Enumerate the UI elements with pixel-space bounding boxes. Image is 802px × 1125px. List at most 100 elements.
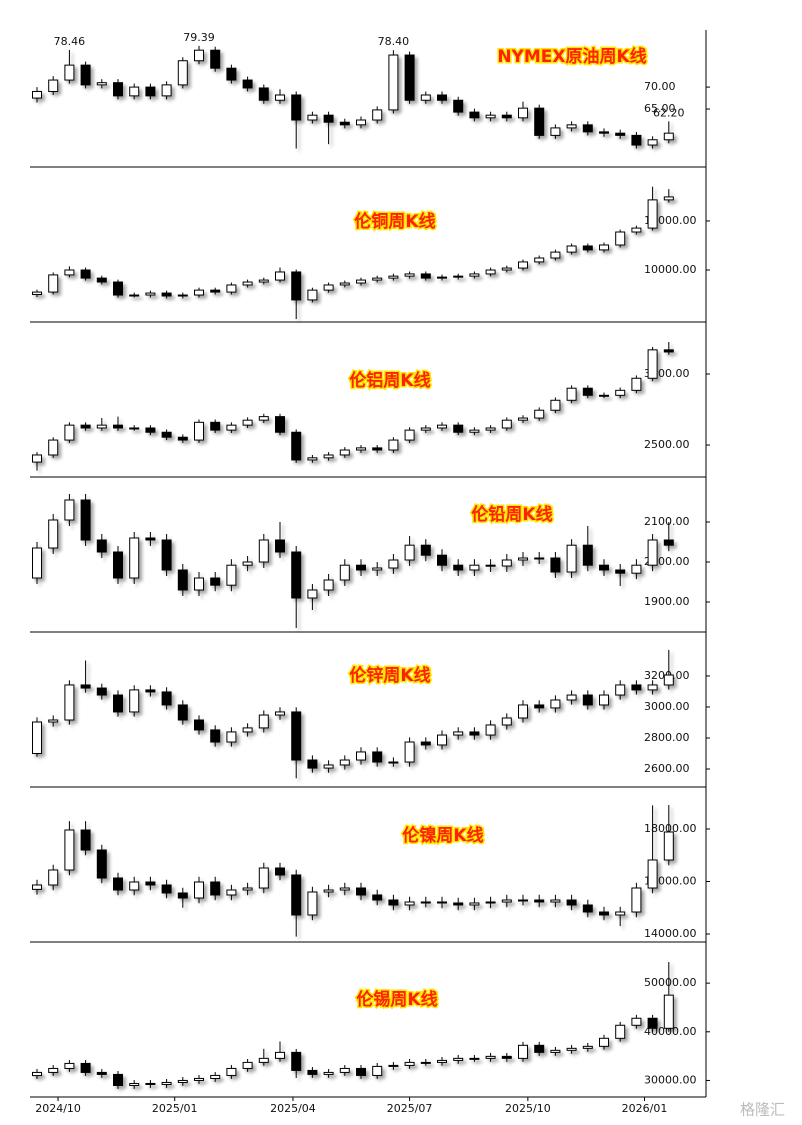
y-tick-label: 2600.00 [644,762,690,775]
candle-body [388,761,399,764]
candle-body [96,539,107,553]
candle-body [437,901,447,904]
candle-body [372,894,383,901]
y-tick-label: 3000.00 [644,700,690,713]
candle-body [372,751,383,763]
candle-body [177,892,188,899]
candle-body [258,279,269,283]
candle-body [356,887,366,896]
candle-body [566,899,577,906]
candle-body [615,231,626,246]
candle-body [32,291,42,296]
candle-body [275,1051,285,1059]
candle-body [258,714,269,729]
candle-body [210,289,221,293]
candle-body [404,741,415,763]
candle-body [518,107,528,119]
candle-body [145,689,156,693]
y-tick-label: 2500.00 [644,438,690,451]
candle-body [177,1079,188,1083]
candle-body [356,751,366,761]
candle-body [80,64,91,86]
candle-body [372,109,383,121]
candle-body [177,294,188,297]
candle-body [64,684,75,721]
candle-body [453,1057,464,1061]
candle-body [404,54,415,101]
candle-body [582,387,593,396]
candle-body [307,1069,318,1075]
candle-body [145,86,156,97]
candle-body [647,859,658,889]
candle-body [485,114,496,119]
candle-body [631,227,642,233]
candle-body [437,94,447,101]
candle-body [242,1061,253,1069]
candle-body [582,694,593,706]
candle-body [161,1081,172,1085]
candle-body [80,1062,91,1073]
candle-body [258,416,269,421]
candle-body [275,711,285,716]
candle-body [48,439,59,456]
candle-body [550,251,561,259]
panel-title: 伦铅周K线 [471,504,552,525]
candle-body [615,132,626,136]
candle-body [599,911,609,916]
candle-body [550,699,561,709]
candle-body [80,499,91,541]
candle-body [194,1077,204,1081]
candle-body [582,124,593,133]
candle-body [615,1024,626,1039]
candle-body [145,292,156,296]
candle-body [501,267,512,271]
candle-body [323,284,334,291]
panel-title: 伦镍周K线 [402,825,483,846]
candle-body [145,1082,156,1085]
y-tick-label: 65.00 [644,102,676,115]
candle-body [599,394,609,397]
candle-body [80,684,91,689]
candle-body [485,564,496,567]
candle-body [210,881,221,896]
candle-body [32,721,42,755]
candle-body [48,869,59,886]
candle-body [210,1074,221,1079]
candle-body [291,874,302,916]
candle-body [291,94,302,121]
candle-body [534,257,545,263]
candle-body [663,349,674,353]
candle-body [242,561,253,566]
candle-body [469,902,480,906]
candle-body [226,1067,237,1076]
candle-body [32,454,42,463]
candle-body [339,1067,350,1073]
candle-body [210,421,221,431]
candle-body [210,49,221,69]
candle-body [582,904,593,913]
candle-body [177,60,188,86]
candle-body [534,704,545,709]
y-tick-label: 70.00 [644,80,676,93]
candle-body [113,551,123,579]
candle-body [631,1017,642,1026]
candle-body [275,94,285,101]
candle-body [242,727,253,733]
candle-body [64,424,75,441]
candle-body [420,94,431,101]
candle-body [194,421,204,441]
candle-body [566,387,577,401]
candle-body [275,867,285,876]
panel-title: 伦锡周K线 [356,989,437,1010]
candle-body [501,114,512,119]
candles [32,186,674,320]
candle-body [96,277,107,283]
candle-body [372,447,383,451]
candle-body [534,557,545,560]
candle-body [145,537,156,541]
candle-body [307,759,318,769]
candle-body [599,244,609,251]
candle-body [64,829,75,871]
candle-body [129,86,140,97]
candle-body [161,691,172,706]
